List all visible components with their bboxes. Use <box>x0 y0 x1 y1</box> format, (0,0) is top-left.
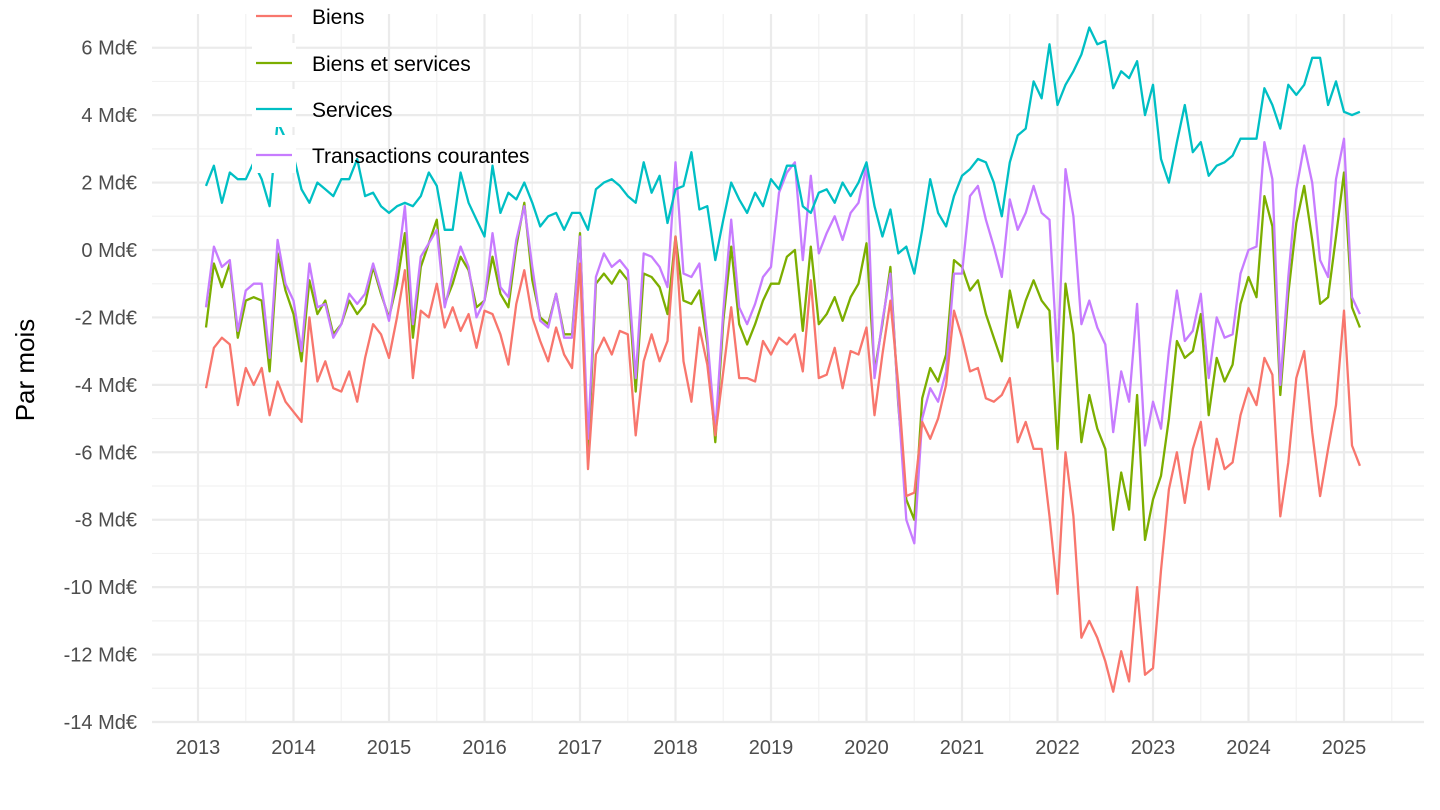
y-tick-label: 4 Md€ <box>81 105 137 127</box>
x-tick-label: 2014 <box>271 737 316 759</box>
x-tick-label: 2024 <box>1226 737 1271 759</box>
y-tick-label: -8 Md€ <box>75 510 137 532</box>
x-tick-label: 2017 <box>558 737 603 759</box>
y-axis-title: Par mois <box>10 319 40 422</box>
x-tick-label: 2016 <box>462 737 507 759</box>
x-tick-label: 2013 <box>176 737 221 759</box>
x-tick-label: 2015 <box>367 737 412 759</box>
series-lines <box>204 26 1361 693</box>
legend-label: Biens <box>312 6 365 29</box>
major-horizontal-gridlines <box>152 46 1424 724</box>
series-line-biens-et-services <box>204 171 1361 542</box>
y-tick-label: -2 Md€ <box>75 307 137 329</box>
series-line-transactions-courantes <box>204 137 1361 545</box>
y-axis-tick-labels: 6 Md€ 4 Md€ 2 Md€ 0 Md€ -2 Md€ -4 Md€ -6 Md€ -8… <box>64 38 137 734</box>
x-tick-label: 2020 <box>844 737 889 759</box>
y-tick-label: 6 Md€ <box>81 38 137 60</box>
x-tick-label: 2021 <box>940 737 985 759</box>
y-tick-label: -12 Md€ <box>64 645 137 667</box>
y-tick-label: -6 Md€ <box>75 442 137 464</box>
y-tick-label: 2 Md€ <box>81 173 137 195</box>
legend: Biens Biens et services Services Transactio… <box>252 0 530 173</box>
legend-label: Biens et services <box>312 53 471 76</box>
legend-label: Services <box>312 99 393 122</box>
y-tick-label: 0 Md€ <box>81 240 137 262</box>
x-axis-tick-labels: 2013 2014 2015 2016 2017 2018 2019 2020 2021 2022… <box>176 737 1367 759</box>
legend-label: Transactions courantes <box>312 145 530 168</box>
series-line-biens <box>204 235 1361 693</box>
x-tick-label: 2023 <box>1131 737 1176 759</box>
minor-horizontal-gridlines <box>152 80 1424 689</box>
y-tick-label: -4 Md€ <box>75 375 137 397</box>
x-tick-label: 2018 <box>653 737 698 759</box>
x-tick-label: 2025 <box>1322 737 1367 759</box>
series-line-services <box>204 26 1361 275</box>
major-vertical-gridlines <box>196 14 1346 722</box>
x-tick-label: 2022 <box>1035 737 1080 759</box>
y-tick-label: -10 Md€ <box>64 577 137 599</box>
x-tick-label: 2019 <box>749 737 794 759</box>
y-tick-label: -14 Md€ <box>64 712 137 734</box>
